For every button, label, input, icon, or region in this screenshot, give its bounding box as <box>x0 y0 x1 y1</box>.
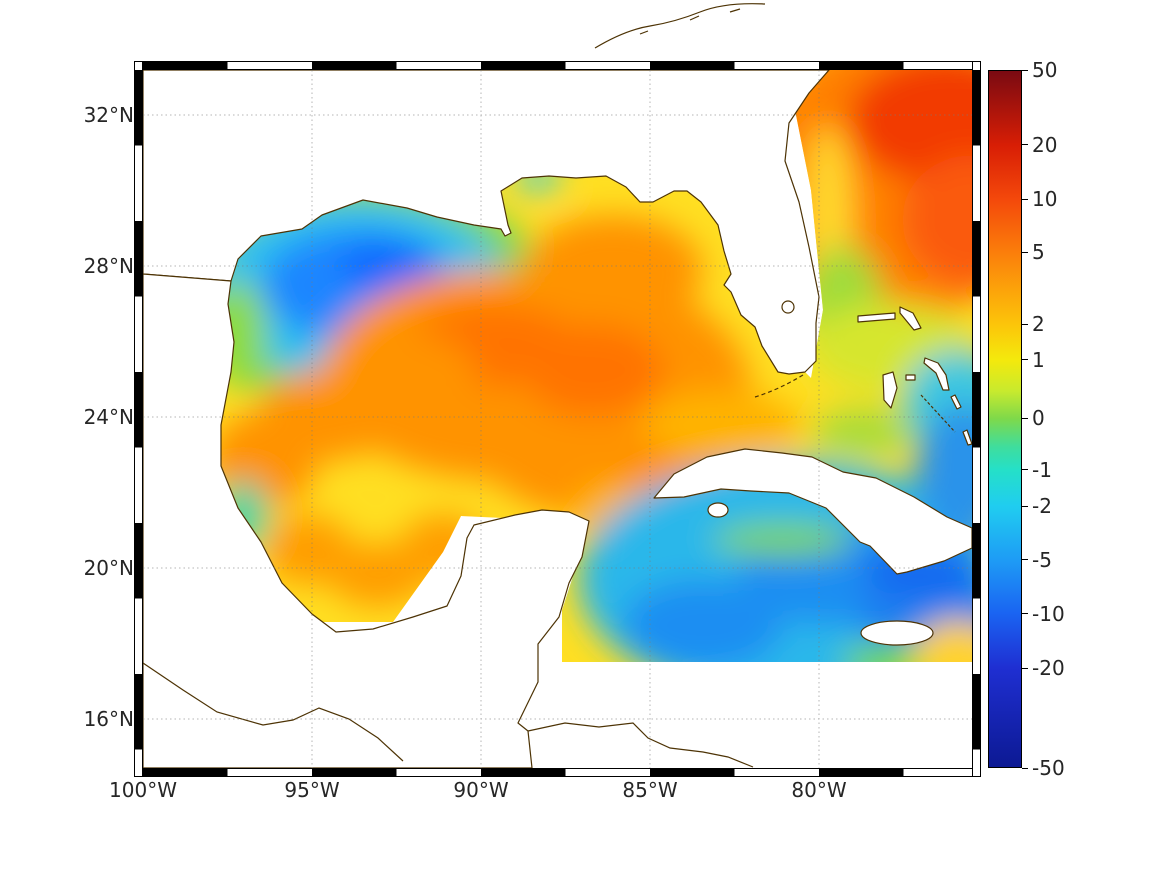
land-us-florida <box>143 70 830 375</box>
colorbar-tick-label: 50 <box>1032 58 1058 82</box>
colorbar-tick-mark <box>1022 767 1028 769</box>
colorbar-tick-label: 20 <box>1032 132 1058 157</box>
colorbar-tick-label: -5 <box>1032 547 1052 572</box>
colorbar-tick-mark <box>1022 198 1028 200</box>
lon-tick-label: 85°W <box>622 778 678 802</box>
lon-tick-label: 90°W <box>453 778 509 802</box>
colorbar-tick-mark <box>1022 469 1028 471</box>
colorbar-tick-mark <box>1022 359 1028 361</box>
colorbar-tick-mark <box>1022 505 1028 507</box>
map-svg <box>143 70 972 768</box>
map-frame-bottom <box>134 768 981 777</box>
colorbar-tick-label: -2 <box>1032 494 1052 519</box>
lat-tick-label: 24°N <box>83 405 134 430</box>
colorbar-tick-label: -20 <box>1032 656 1065 681</box>
map-plot-area <box>143 70 972 768</box>
land-eleuthera <box>923 357 950 391</box>
map-frame-left <box>134 61 143 777</box>
land-grand-bahama <box>857 312 896 323</box>
lat-tick-label: 32°N <box>83 103 134 128</box>
map-frame-right <box>972 61 981 777</box>
lat-tick-label: 28°N <box>83 254 134 279</box>
lon-tick-label: 100°W <box>109 778 177 802</box>
colorbar-tick-mark <box>1022 69 1028 71</box>
colorbar <box>988 70 1022 768</box>
lon-tick-label: 95°W <box>284 778 340 802</box>
land-new-providence <box>905 374 916 381</box>
colorbar-tick-mark <box>1022 613 1028 615</box>
colorbar-tick-label: 10 <box>1032 187 1058 212</box>
colorbar-gradient <box>989 71 1021 767</box>
colorbar-tick-label: -1 <box>1032 457 1052 482</box>
colorbar-tick-mark <box>1022 323 1028 325</box>
colorbar-tick-mark <box>1022 251 1028 253</box>
land-cuba <box>653 448 972 575</box>
gridlines <box>143 70 972 768</box>
colorbar-tick-mark <box>1022 559 1028 561</box>
colorbar-tick-mark <box>1022 667 1028 669</box>
land-masses <box>143 70 972 768</box>
land-isla-juventud <box>707 502 729 518</box>
lat-tick-label: 16°N <box>83 707 134 732</box>
land-mexico <box>143 273 590 768</box>
colorbar-tick-label: 2 <box>1032 312 1045 337</box>
lon-tick-label: 80°W <box>791 778 847 802</box>
colorbar-tick-mark <box>1022 417 1028 419</box>
land-cat-island <box>950 394 962 410</box>
land-abaco <box>899 306 922 331</box>
lat-tick-label: 20°N <box>83 556 134 581</box>
map-frame-top <box>134 61 981 70</box>
coastlines <box>143 374 956 768</box>
coast-pacific-mexico <box>143 662 404 762</box>
colorbar-tick-label: 0 <box>1032 406 1045 431</box>
land-long-island <box>962 429 972 446</box>
land-andros <box>882 371 898 409</box>
colorbar-tick-label: 1 <box>1032 347 1045 372</box>
colorbar-tick-label: -10 <box>1032 601 1065 626</box>
colorbar-tick-label: 5 <box>1032 240 1045 265</box>
land-jamaica <box>860 620 934 646</box>
exuma-chain <box>920 394 956 433</box>
coastline-overflow-top <box>594 3 766 49</box>
colorbar-tick-mark <box>1022 144 1028 146</box>
lake-okeechobee <box>781 300 795 314</box>
colorbar-tick-label: -50 <box>1032 756 1065 780</box>
coast-honduras <box>527 722 754 768</box>
